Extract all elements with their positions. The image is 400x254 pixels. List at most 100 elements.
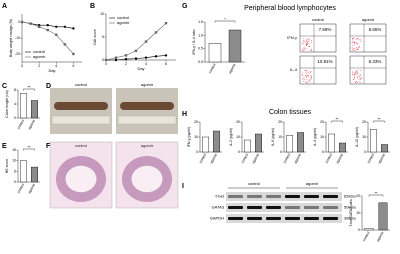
flow-dot [310,78,312,80]
y-axis-label: IFN-γ (pg/ml) [187,127,191,147]
y-tick-label: 10 [194,135,198,139]
flow-dot [356,80,357,82]
y-tick-label: 15 [12,148,16,152]
y-tick-label: 10 [236,135,240,139]
flow-percent: 6.33% [369,59,382,64]
flow-dot [303,79,305,81]
flow-dot [360,69,361,71]
flow-dot [309,45,310,47]
x-tick-label: control [208,63,217,74]
y-tick-label: 20 [236,120,240,124]
flow-dot [352,71,354,73]
flow-dot [304,81,306,83]
flow-row-label: IL-4 [290,67,298,72]
flow-dot [303,50,305,52]
flow-dot [308,46,310,47]
x-tick-label: agomir [376,230,385,242]
flow-dot [308,76,310,77]
flow-dot [305,76,307,78]
flow-dot [352,38,354,40]
blot-band [285,217,300,220]
flow-dot [302,79,304,81]
blot-strip [226,192,342,201]
flow-dot [302,43,304,45]
y-tick-label: 1.0 [198,33,203,37]
flow-dot [306,43,307,45]
flow-dot [357,37,358,39]
photo [50,88,112,134]
flow-dot [307,41,308,43]
flow-dot [355,72,356,74]
y-tick-label: 0 [14,180,16,184]
flow-dot [356,47,357,49]
x-tick-label: 4 [55,64,57,68]
flow-dot [302,40,304,42]
flow-dot [303,38,305,40]
y-axis-label: IL-10 (pg/ml) [355,127,359,147]
point [72,52,75,56]
y-tick-label: 10 [278,135,282,139]
flow-dot [354,73,356,75]
flow-dot [303,76,305,78]
flow-dot [308,39,310,41]
panel-letter: H [182,111,187,118]
x-tick-label: control [324,153,333,164]
y-tick-label: -10 [15,36,20,40]
flow-dot [302,81,304,83]
flow-dot [352,49,354,50]
point [154,31,158,34]
y-tick-label: 20 [278,120,282,124]
x-tick-label: 0 [21,64,23,68]
blot-band [247,206,262,209]
y-axis-label: IL-2 (pg/ml) [229,128,233,146]
significance-bracket [368,194,384,197]
panel-heading: Peripheral blood lymphocytes [244,5,336,12]
flow-dot [352,74,354,76]
y-tick-label: 0 [322,150,324,154]
x-tick-label: 6 [165,62,167,66]
point [46,24,49,27]
flow-dot [306,40,308,42]
flow-dot [353,37,355,39]
flow-dot [307,80,309,82]
y-tick-label: 0 [196,150,198,154]
flow-dot [308,71,310,73]
y-axis-label: T-bet/GATA3 ratio [349,199,353,227]
flow-dot [356,38,358,40]
flow-dot [359,74,361,76]
point [164,22,168,25]
y-tick-label: 10 [362,135,366,139]
blot-band [323,206,338,209]
flow-dot [355,81,357,83]
blot-band [266,195,281,198]
bar [297,132,305,153]
flow-dot [359,81,360,83]
significance-bracket [23,148,35,151]
x-tick-label: agomir [377,152,386,164]
x-tick-label: agomir [27,118,36,130]
panel-letter: A [2,3,7,10]
flow-dot [357,82,359,83]
y-tick-label: 5 [14,169,16,173]
x-tick-label: control [366,153,375,164]
x-tick-label: 6 [72,64,74,68]
significance-label: ** [377,117,381,122]
panel-letter: E [2,143,7,150]
flow-dot [305,72,307,74]
protein-label: T-bet [215,194,225,199]
bar [381,144,389,153]
point [55,33,58,36]
bar [201,136,209,153]
significance-bracket [214,20,236,23]
bar [370,129,378,153]
flow-dot [305,48,307,50]
blot-band [323,217,338,220]
flow-dot [351,39,353,41]
blot-band [285,195,300,198]
y-tick-label: 10 [12,159,16,163]
point [124,54,128,57]
size-label: 50kDa [344,205,356,210]
flow-dot [352,74,353,75]
y-axis-label: IL-6 (pg/ml) [271,128,275,146]
flow-percent: 7.69% [319,27,332,32]
